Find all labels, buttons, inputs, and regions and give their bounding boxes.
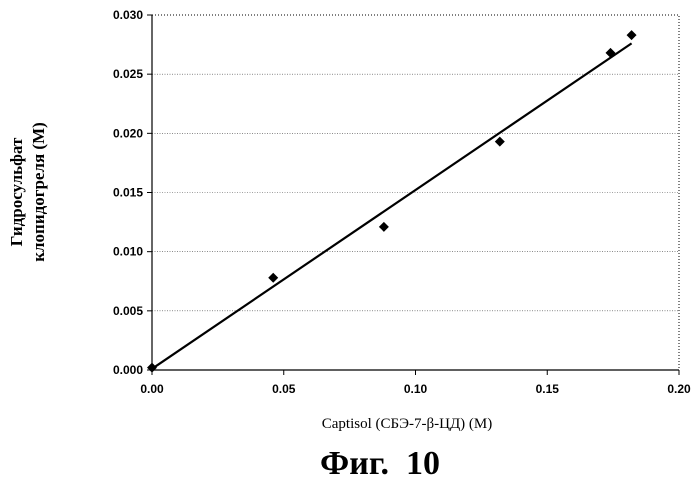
- y-tick-label: 0.015: [113, 186, 143, 200]
- axes: [147, 15, 679, 375]
- y-tick-label: 0.010: [113, 245, 143, 259]
- y-tick-label: 0.020: [113, 126, 143, 140]
- x-tick-label: 0.00: [140, 382, 164, 396]
- x-tick-label: 0.15: [536, 382, 560, 396]
- y-tick-label: 0.025: [113, 67, 143, 81]
- x-tick-label: 0.05: [272, 382, 296, 396]
- figure-caption: Фиг. 10: [320, 445, 440, 482]
- x-tick-labels: 0.00 0.05 0.10 0.15 0.20: [140, 382, 691, 396]
- data-point: [495, 137, 505, 147]
- trendline-group: [152, 43, 632, 368]
- x-tick-label: 0.20: [667, 382, 691, 396]
- data-point: [627, 30, 637, 40]
- gridlines: [152, 74, 679, 311]
- y-tick-labels: 0.000 0.005 0.010 0.015 0.020 0.025 0.030: [113, 8, 143, 377]
- data-point: [268, 273, 278, 283]
- x-tick-label: 0.10: [404, 382, 428, 396]
- y-axis-label-line-1: Гидросульфат: [7, 137, 26, 246]
- y-axis-label-line-2: клопидогреля (М): [29, 122, 48, 262]
- x-axis-label: Captisol (СБЭ-7-β-ЦД) (М): [322, 416, 493, 432]
- data-point: [147, 363, 157, 373]
- data-point: [379, 222, 389, 232]
- y-tick-label: 0.030: [113, 8, 143, 22]
- y-tick-label: 0.000: [113, 363, 143, 377]
- y-tick-label: 0.005: [113, 304, 143, 318]
- trendline: [152, 43, 632, 368]
